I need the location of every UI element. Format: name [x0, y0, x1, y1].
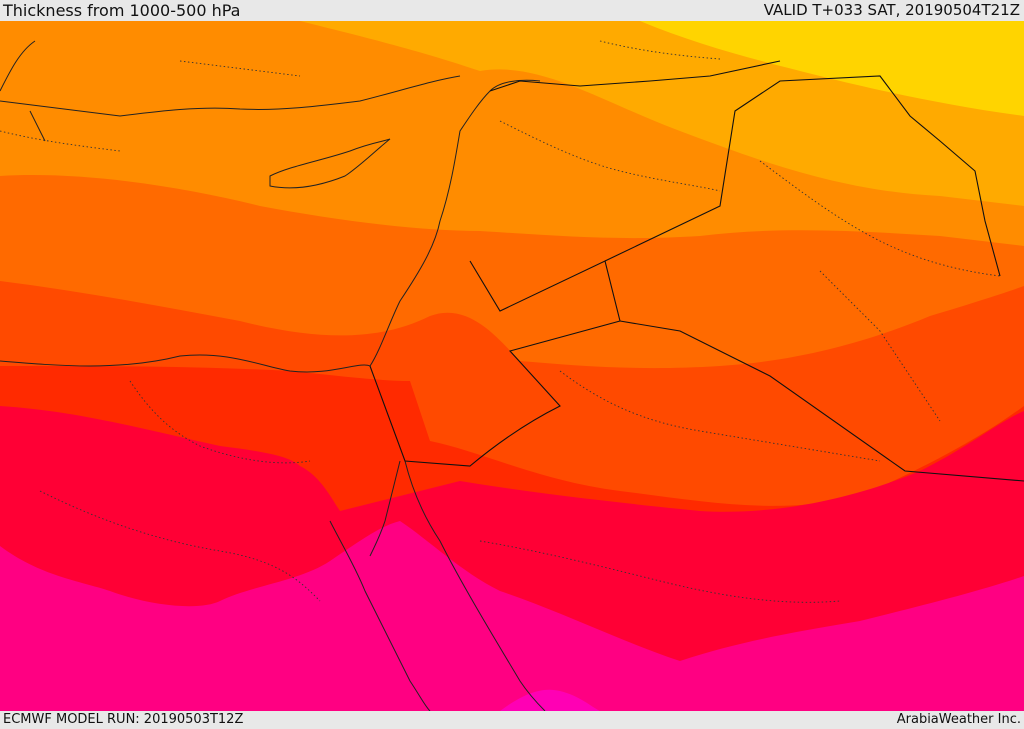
coastlines — [0, 40, 546, 711]
footer-bar: ECMWF MODEL RUN: 20190503T12Z ArabiaWeat… — [0, 711, 1024, 729]
internal-boundaries — [0, 40, 1001, 603]
header-bar: Thickness from 1000-500 hPa VALID T+033 … — [0, 0, 1024, 21]
band-8 — [0, 521, 1024, 711]
band-9 — [500, 689, 600, 711]
political-borders — [369, 60, 1024, 482]
thickness-map — [0, 21, 1024, 711]
credit: ArabiaWeather Inc. — [896, 712, 1021, 727]
valid-time: VALID T+033 SAT, 20190504T21Z — [763, 1, 1020, 19]
map-title: Thickness from 1000-500 hPa — [3, 1, 241, 20]
model-run: ECMWF MODEL RUN: 20190503T12Z — [3, 712, 244, 727]
